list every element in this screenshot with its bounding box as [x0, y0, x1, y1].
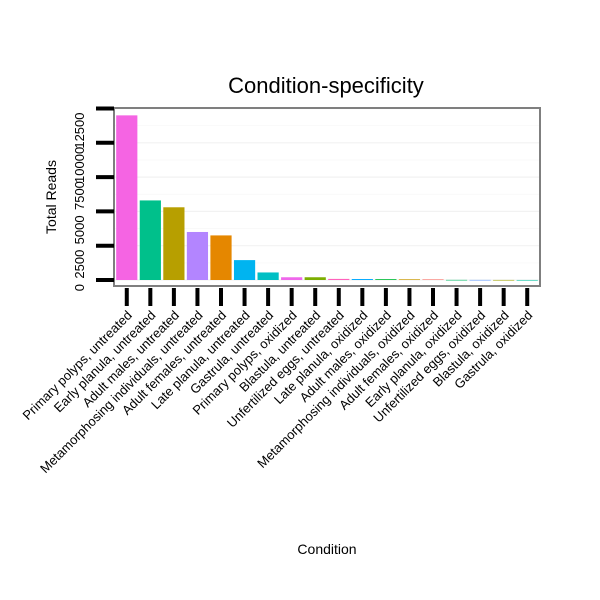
y-tick-label: 2500 — [72, 250, 87, 279]
y-tick-label: 7500 — [72, 181, 87, 210]
bar — [210, 235, 232, 280]
bar — [116, 115, 138, 280]
bar — [445, 279, 468, 281]
y-axis-title: Total Reads — [43, 160, 59, 234]
bar — [375, 279, 397, 280]
x-axis-title: Condition — [297, 541, 356, 557]
bar — [281, 277, 303, 280]
y-tick-label: 5000 — [72, 215, 87, 244]
bar — [304, 277, 326, 280]
bar — [493, 279, 515, 281]
bar — [139, 200, 161, 280]
bar — [186, 231, 209, 280]
bars — [116, 115, 538, 281]
bar — [469, 279, 491, 281]
y-tick-label: 12500 — [72, 113, 87, 149]
bar — [422, 279, 444, 280]
bar — [257, 272, 279, 280]
bar — [233, 260, 256, 280]
y-tick-label: 10000 — [72, 147, 87, 183]
bar — [163, 207, 185, 280]
chart-title: Condition-specificity — [228, 73, 424, 98]
bar — [398, 279, 421, 280]
plot-panel-border — [113, 107, 541, 287]
y-tick-label: 0 — [72, 284, 87, 291]
bar — [516, 279, 538, 281]
bar — [351, 279, 373, 280]
bar — [328, 278, 350, 280]
